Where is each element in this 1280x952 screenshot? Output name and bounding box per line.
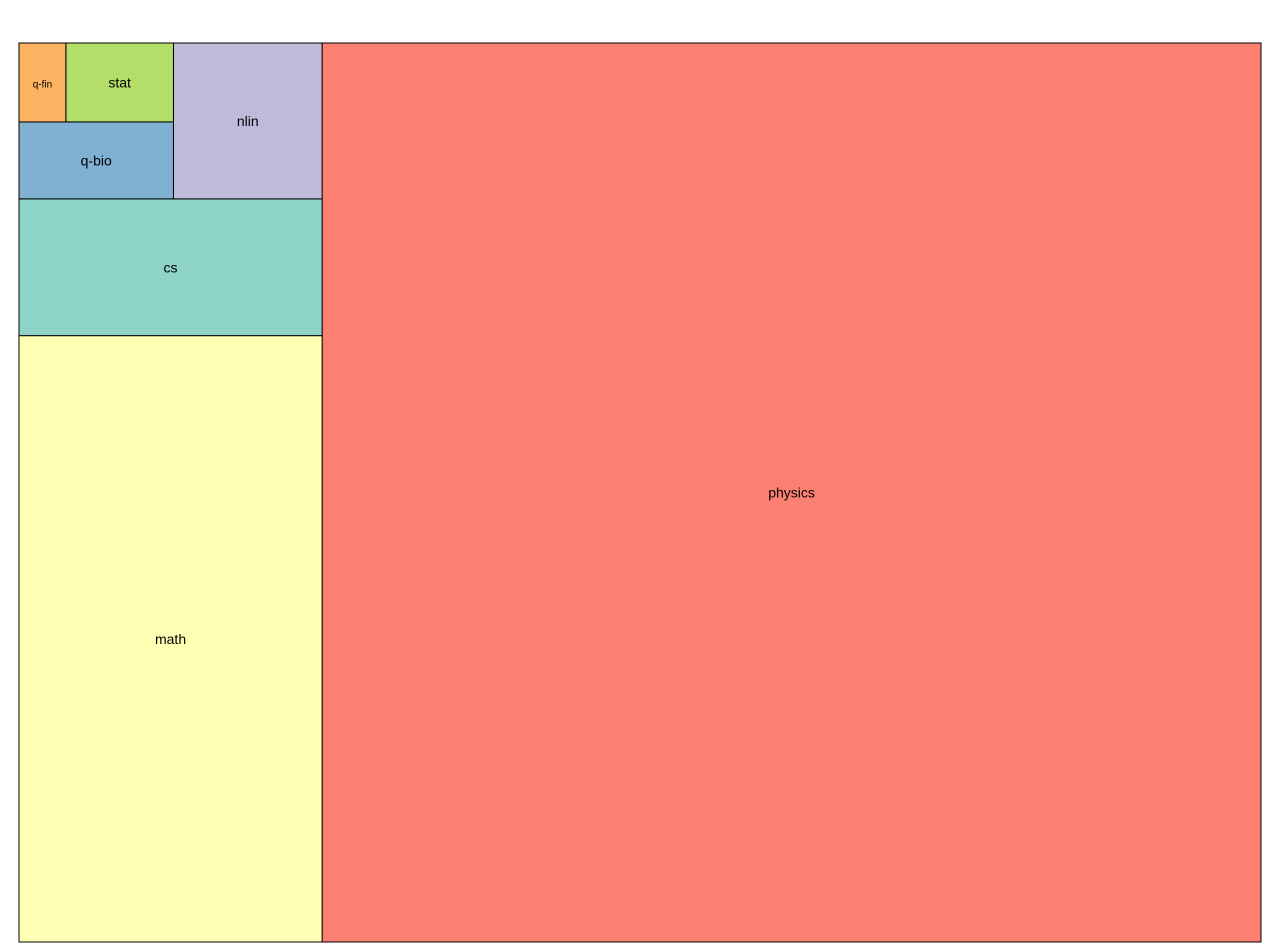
tile-label-cs: cs — [164, 259, 178, 275]
tile-label-q-fin: q-fin — [33, 79, 52, 90]
tile-label-math: math — [155, 631, 186, 647]
tile-q-fin — [18, 42, 67, 123]
tile-label-q-bio: q-bio — [81, 152, 112, 168]
tile-stat — [65, 42, 174, 123]
treemap-labels: physics math cs nlin q-bio stat q-fin — [33, 74, 815, 646]
tile-physics — [321, 42, 1262, 943]
tile-label-physics: physics — [768, 485, 815, 501]
tile-math — [18, 335, 323, 943]
tile-q-bio — [18, 121, 174, 200]
treemap-tiles — [18, 42, 1262, 943]
tile-nlin — [172, 42, 323, 200]
tile-label-stat: stat — [108, 74, 131, 90]
tile-label-nlin: nlin — [237, 113, 259, 129]
